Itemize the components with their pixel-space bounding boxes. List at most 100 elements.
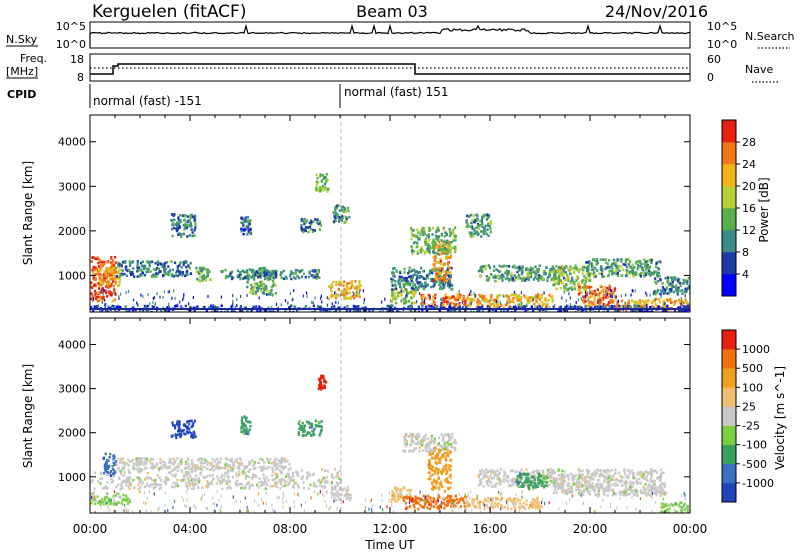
power-cell — [419, 248, 422, 252]
velocity-cell — [435, 452, 438, 456]
power-cell — [413, 292, 416, 296]
power-cell — [647, 310, 650, 312]
power-cell — [589, 272, 592, 275]
power-cell — [446, 255, 449, 259]
velocity-cell — [390, 497, 393, 501]
power-noise-cell — [97, 305, 99, 309]
power-cell — [229, 272, 232, 276]
velocity-cell — [119, 469, 122, 473]
velocity-cell — [120, 473, 123, 476]
velocity-cell — [265, 475, 268, 479]
velocity-cell — [194, 474, 197, 477]
velocity-cell — [205, 460, 209, 463]
power-cell — [393, 283, 396, 287]
power-cell — [446, 302, 449, 306]
power-cell — [569, 286, 572, 290]
power-cell — [407, 271, 410, 275]
velocity-cell — [283, 457, 286, 461]
power-cell — [527, 278, 530, 282]
power-cell — [615, 260, 618, 264]
power-cell — [270, 274, 273, 278]
power-cell — [246, 233, 249, 236]
velocity-cell — [441, 455, 444, 458]
velocity-cell — [226, 465, 229, 468]
power-cell — [607, 301, 610, 304]
power-cell — [350, 295, 353, 298]
velocity-cell — [102, 471, 106, 475]
power-cell — [92, 266, 95, 269]
velocity-cell — [155, 462, 159, 465]
power-cell — [485, 218, 488, 221]
power-cell — [653, 299, 657, 303]
power-cell — [624, 260, 627, 264]
power-cell — [403, 287, 406, 291]
velocity-cell — [179, 432, 182, 436]
power-cell — [398, 275, 401, 279]
power-cell — [445, 241, 448, 245]
power-cell — [303, 217, 306, 221]
velocity-cell — [219, 481, 222, 485]
velocity-cell — [248, 487, 251, 490]
velocity-cell — [112, 503, 116, 506]
power-noise-cell — [168, 302, 170, 306]
power-cell — [359, 288, 362, 292]
power-cell — [530, 272, 533, 275]
velocity-cell — [106, 487, 109, 490]
power-cell — [316, 218, 319, 221]
power-noise-cell — [271, 306, 273, 310]
power-cell — [449, 251, 452, 255]
power-cell — [445, 273, 448, 277]
power-cell — [513, 264, 516, 268]
velocity-cell — [128, 483, 131, 486]
power-cell — [447, 273, 450, 277]
velocity-cell — [240, 483, 243, 486]
power-cell — [480, 219, 483, 223]
power-noise-cell — [649, 293, 651, 297]
power-cell — [489, 299, 492, 302]
power-cell — [530, 305, 533, 308]
power-cell — [662, 292, 665, 295]
power-cell — [269, 293, 272, 296]
power-cell — [426, 284, 429, 287]
power-cell — [559, 273, 563, 277]
power-cell — [588, 279, 591, 282]
power-cell — [507, 271, 510, 275]
velocity-cell — [243, 415, 246, 418]
power-cell — [184, 274, 187, 277]
velocity-cell — [186, 484, 189, 488]
power-cell — [252, 270, 255, 274]
power-cell — [411, 281, 415, 284]
power-cell — [118, 278, 122, 281]
velocity-cell — [431, 469, 434, 472]
power-cell — [410, 296, 413, 300]
power-cell — [442, 283, 445, 287]
power-cell — [393, 292, 396, 295]
velocity-cell — [120, 483, 123, 487]
power-cell — [244, 228, 247, 231]
power-cell — [583, 275, 586, 278]
power-cell — [300, 226, 303, 229]
velocity-cell — [213, 464, 216, 468]
power-cell — [487, 216, 490, 219]
velocity-cell — [211, 465, 214, 468]
power-cell — [582, 268, 585, 272]
power-cell — [423, 232, 426, 235]
power-cell — [588, 286, 591, 289]
power-cell — [604, 258, 607, 261]
power-cell — [449, 301, 453, 305]
velocity-cell — [427, 463, 430, 467]
power-cell — [184, 214, 187, 217]
power-cell — [633, 300, 636, 304]
power-cell — [199, 275, 202, 279]
velocity-cell — [345, 489, 348, 492]
power-cell — [614, 264, 617, 267]
power-noise-cell — [646, 293, 648, 297]
power-cell — [651, 305, 654, 308]
power-cell — [246, 274, 249, 277]
power-cell — [450, 296, 453, 300]
power-cell — [208, 306, 211, 309]
velocity-cell — [120, 501, 123, 505]
power-noise-cell — [183, 293, 185, 297]
power-cell — [186, 273, 189, 276]
power-cell — [559, 309, 563, 312]
